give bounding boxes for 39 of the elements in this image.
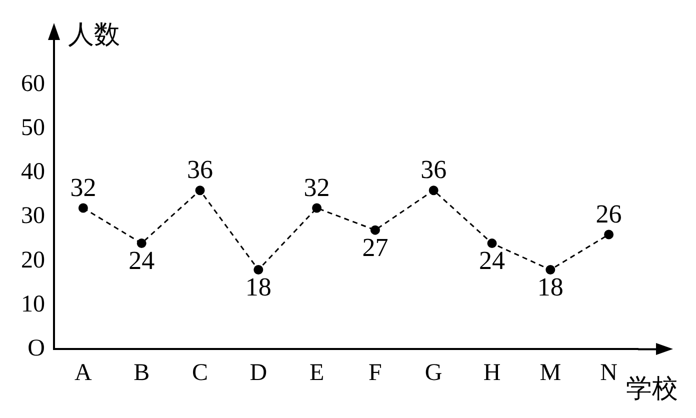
x-tick-label: D (250, 360, 268, 386)
y-tick-label: 10 (21, 291, 45, 318)
point (604, 230, 614, 240)
point (546, 265, 556, 275)
data-label: 26 (596, 199, 622, 228)
data-label: 32 (70, 172, 96, 202)
point (312, 203, 322, 213)
data-label: 36 (420, 155, 447, 184)
x-tick-label: B (134, 360, 150, 386)
x-tick-label: G (424, 360, 442, 386)
x-tick-label: A (74, 360, 93, 386)
data-label: 24 (128, 246, 155, 276)
y-tick-label: O (28, 335, 45, 362)
x-tick-label: H (483, 360, 501, 386)
x-tick-label: N (600, 360, 618, 386)
x-tick-label: C (192, 360, 208, 386)
point (428, 186, 438, 196)
point (195, 186, 205, 196)
point (78, 203, 88, 213)
data-label: 36 (187, 155, 213, 184)
point (370, 225, 380, 235)
y-tick-label: 50 (21, 114, 45, 141)
point (136, 238, 146, 248)
y-tick-label: 30 (21, 203, 45, 230)
data-label: 18 (537, 272, 564, 302)
point (487, 238, 497, 248)
y-tick-label: 20 (21, 247, 45, 274)
y-tick-label: 60 (21, 70, 45, 97)
data-label: 18 (245, 272, 272, 302)
x-tick-label: E (309, 360, 324, 386)
y-axis-title: 人数 (68, 20, 120, 49)
x-tick-label: F (368, 360, 382, 386)
data-label: 24 (479, 246, 505, 276)
y-tick-label: 40 (21, 159, 45, 186)
data-label: 27 (362, 232, 388, 262)
data-label: 32 (304, 172, 330, 202)
point (254, 265, 264, 275)
x-tick-label: M (540, 360, 562, 386)
x-axis-title: 学校 (626, 374, 678, 404)
